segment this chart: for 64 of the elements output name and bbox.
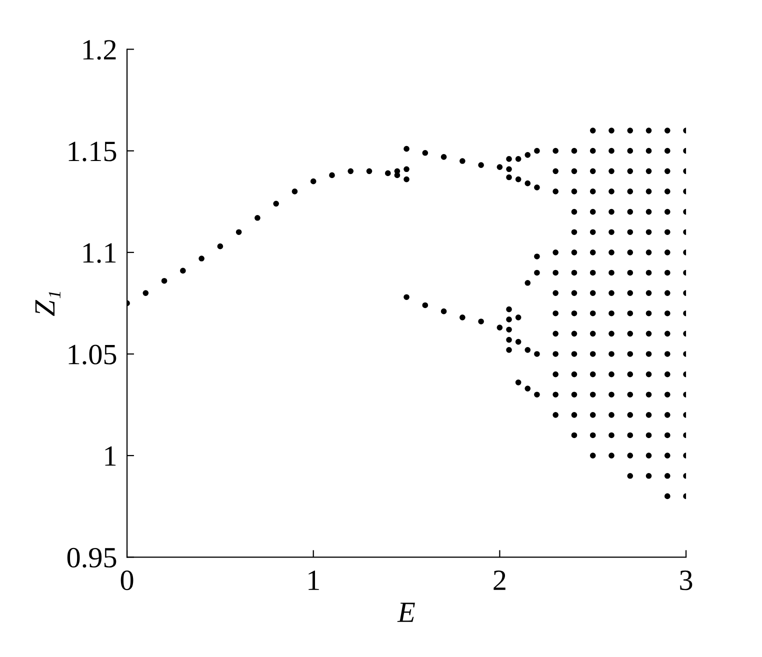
y-tick-label: 0.95 — [67, 548, 116, 568]
point — [460, 158, 466, 164]
y-tick-label: 1.15 — [68, 142, 116, 162]
point — [440, 154, 447, 160]
x-tick-label: 1 — [308, 570, 319, 590]
point — [534, 184, 540, 190]
y-tick-label: 1.05 — [68, 344, 116, 365]
point — [534, 148, 540, 154]
point — [142, 290, 149, 296]
point — [524, 280, 531, 286]
y-axis-title: Z₁ — [35, 292, 60, 316]
point — [506, 336, 512, 343]
point — [348, 168, 354, 174]
point — [404, 146, 410, 152]
point — [329, 172, 335, 178]
point — [506, 326, 512, 333]
point — [506, 174, 512, 180]
point — [217, 243, 224, 250]
point — [515, 314, 522, 320]
y-tick-label: 1.2 — [83, 40, 116, 60]
point — [198, 256, 204, 262]
point — [478, 318, 484, 324]
point — [404, 294, 410, 300]
point — [404, 166, 410, 172]
point — [478, 162, 484, 168]
point — [534, 351, 540, 357]
point — [524, 180, 531, 186]
point — [422, 150, 428, 156]
point — [384, 170, 391, 176]
point — [534, 270, 540, 276]
x-axis-title: E — [397, 602, 415, 622]
point — [460, 314, 466, 320]
x-tick-label: 0 — [120, 570, 134, 590]
point — [506, 306, 512, 312]
y-tick-label: 1.1 — [83, 243, 116, 263]
point — [161, 278, 168, 284]
point — [515, 156, 522, 162]
x-tick-label: 2 — [494, 570, 506, 590]
point — [440, 308, 447, 314]
point — [254, 214, 260, 221]
point — [496, 324, 503, 330]
point — [524, 386, 531, 392]
point — [180, 268, 186, 274]
point — [534, 254, 540, 260]
point — [366, 168, 372, 174]
point — [515, 380, 522, 386]
point — [506, 166, 512, 172]
point — [496, 164, 503, 170]
x-tick-label: 3 — [680, 570, 692, 590]
point — [515, 338, 522, 345]
point — [506, 347, 512, 353]
point — [404, 176, 410, 182]
point — [506, 316, 512, 322]
point — [310, 178, 316, 184]
point — [506, 156, 512, 162]
point — [292, 188, 298, 194]
point — [273, 200, 280, 207]
point — [515, 176, 522, 182]
y-tick-label: 1 — [105, 446, 116, 466]
point — [534, 392, 540, 398]
point — [236, 229, 242, 236]
point — [524, 347, 531, 353]
point — [422, 302, 428, 308]
point — [524, 152, 531, 158]
